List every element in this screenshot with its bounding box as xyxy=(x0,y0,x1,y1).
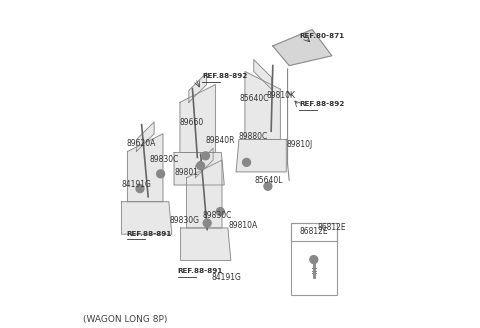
Text: 85640L: 85640L xyxy=(255,176,283,185)
Text: 89840R: 89840R xyxy=(205,136,235,145)
Polygon shape xyxy=(254,60,272,89)
Text: 86812E: 86812E xyxy=(317,223,346,232)
Circle shape xyxy=(264,182,272,190)
Text: 84191G: 84191G xyxy=(212,274,241,282)
Circle shape xyxy=(136,185,144,193)
Text: 89810K: 89810K xyxy=(267,91,296,100)
Text: 89620A: 89620A xyxy=(127,139,156,148)
Polygon shape xyxy=(273,30,332,66)
Text: 85640C: 85640C xyxy=(240,94,269,103)
Text: (WAGON LONG 8P): (WAGON LONG 8P) xyxy=(83,315,167,324)
Circle shape xyxy=(242,158,251,166)
Text: 89880C: 89880C xyxy=(239,133,268,141)
Polygon shape xyxy=(236,139,286,172)
Polygon shape xyxy=(128,134,163,202)
Circle shape xyxy=(202,152,209,160)
Text: 86812E: 86812E xyxy=(300,227,328,236)
Circle shape xyxy=(310,256,318,263)
Text: 89810J: 89810J xyxy=(287,140,313,149)
Polygon shape xyxy=(245,72,280,139)
Text: 89830C: 89830C xyxy=(202,211,232,220)
Circle shape xyxy=(216,208,224,215)
Text: REF.80-871: REF.80-871 xyxy=(300,33,345,39)
Text: 89660: 89660 xyxy=(180,118,204,127)
Circle shape xyxy=(156,170,165,178)
Circle shape xyxy=(197,162,204,170)
Text: REF.88-892: REF.88-892 xyxy=(202,73,248,79)
Text: 89810A: 89810A xyxy=(228,221,258,230)
Polygon shape xyxy=(180,85,216,153)
Polygon shape xyxy=(174,153,224,185)
Text: 89801: 89801 xyxy=(174,169,198,177)
Text: REF.88-892: REF.88-892 xyxy=(299,101,345,107)
Text: 89830C: 89830C xyxy=(150,155,179,164)
Polygon shape xyxy=(195,148,213,178)
Polygon shape xyxy=(121,202,172,234)
Text: 89830G: 89830G xyxy=(169,216,200,225)
Bar xyxy=(291,223,337,241)
Bar xyxy=(291,223,337,295)
Polygon shape xyxy=(187,160,222,228)
Text: REF.88-891: REF.88-891 xyxy=(178,268,223,274)
Text: 84191G: 84191G xyxy=(121,180,151,189)
Text: REF.88-891: REF.88-891 xyxy=(127,231,172,236)
Polygon shape xyxy=(136,122,154,152)
Polygon shape xyxy=(180,228,231,260)
Polygon shape xyxy=(189,73,206,102)
Circle shape xyxy=(203,219,211,227)
